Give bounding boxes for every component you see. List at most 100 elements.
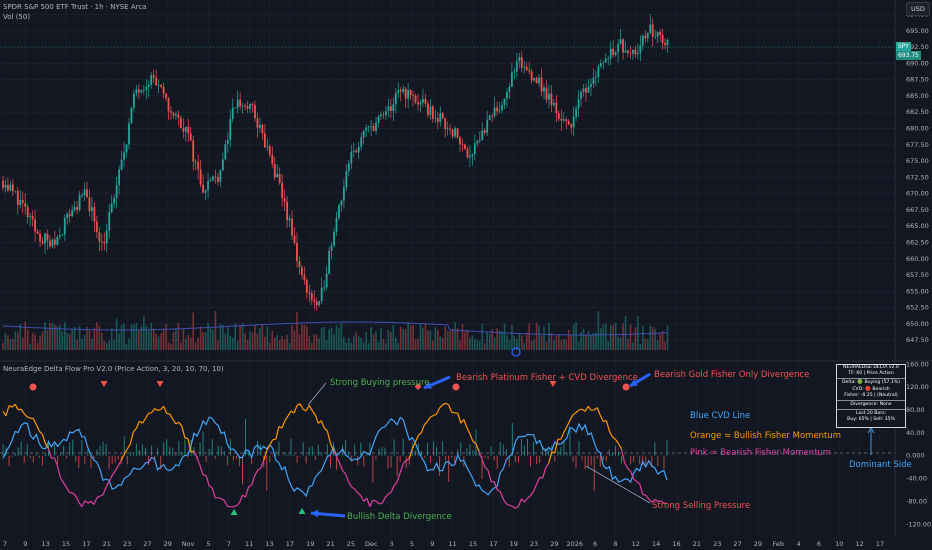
candle-body bbox=[310, 293, 313, 300]
volume-bar bbox=[385, 343, 387, 350]
candle-body bbox=[439, 113, 442, 122]
volume-bar bbox=[165, 323, 167, 350]
volume-bar bbox=[520, 335, 523, 350]
fisher-segment bbox=[345, 473, 350, 483]
fisher-segment bbox=[420, 424, 425, 433]
candle-body bbox=[478, 140, 481, 142]
volume-bar bbox=[160, 333, 162, 350]
fisher-segment bbox=[399, 463, 404, 473]
volume-bar bbox=[108, 340, 111, 350]
time-tick-label: 5 bbox=[410, 540, 414, 548]
fisher-segment bbox=[423, 421, 428, 426]
volume-bar bbox=[246, 339, 249, 350]
candle-body bbox=[108, 212, 111, 231]
fisher-segment bbox=[460, 419, 465, 424]
candle-body bbox=[335, 217, 338, 232]
volume-bar bbox=[646, 339, 649, 350]
candle-body bbox=[214, 176, 217, 178]
candle-body bbox=[212, 176, 214, 180]
volume-bar bbox=[110, 328, 113, 350]
fisher-segment bbox=[178, 421, 183, 427]
oscillator-tick-label: -120.00 bbox=[906, 520, 931, 528]
candle-body bbox=[207, 181, 209, 191]
volume-bar bbox=[419, 323, 422, 350]
fisher-segment bbox=[135, 420, 140, 429]
candle-body bbox=[147, 84, 150, 87]
volume-bar bbox=[306, 326, 308, 350]
fisher-segment bbox=[263, 450, 268, 461]
fisher-segment bbox=[469, 433, 474, 442]
symbol-title[interactable]: SPDR S&P 500 ETF Trust · 1h · NYSE Arca bbox=[3, 3, 147, 11]
candle-body bbox=[394, 92, 397, 105]
volume-bar bbox=[496, 328, 498, 350]
volume-bar bbox=[338, 327, 340, 350]
fisher-segment bbox=[302, 408, 307, 412]
volume-bar bbox=[293, 330, 296, 350]
candle-body bbox=[434, 118, 437, 119]
fisher-segment bbox=[387, 491, 392, 495]
fisher-segment bbox=[433, 413, 437, 416]
time-tick-label: 27 bbox=[733, 540, 741, 548]
time-tick-label: 21 bbox=[103, 540, 111, 548]
fisher-segment bbox=[466, 427, 471, 435]
volume-bar bbox=[209, 328, 212, 350]
volume-bar bbox=[61, 331, 64, 350]
candle-body bbox=[619, 39, 622, 44]
time-tick-label: 12 bbox=[632, 540, 640, 548]
price-tick-label: 650.00 bbox=[906, 320, 929, 328]
fisher-segment bbox=[527, 495, 531, 499]
volume-bar bbox=[476, 340, 479, 350]
candle-body bbox=[160, 85, 163, 87]
time-tick-label: Feb bbox=[772, 540, 784, 548]
fisher-segment bbox=[642, 493, 646, 496]
currency-button[interactable]: USD bbox=[906, 2, 930, 16]
candle-body bbox=[488, 115, 491, 120]
volume-bar bbox=[587, 330, 590, 350]
volume-bar bbox=[464, 331, 466, 350]
volume-bar bbox=[88, 330, 91, 350]
volume-bar bbox=[96, 322, 98, 350]
legend-bullish-fisher: Orange = Bullish Fisher Momentum bbox=[690, 431, 842, 441]
candle-body bbox=[340, 200, 343, 206]
time-tick-label: 6 bbox=[817, 540, 821, 548]
candle-body bbox=[135, 89, 138, 94]
time-tick-label: 7 bbox=[227, 540, 231, 548]
fisher-segment bbox=[260, 460, 265, 469]
candle-body bbox=[4, 184, 7, 188]
fisher-segment bbox=[354, 488, 359, 494]
candle-body bbox=[555, 102, 558, 114]
volume-bar bbox=[21, 337, 24, 350]
candle-body bbox=[627, 50, 629, 53]
candle-body bbox=[16, 190, 19, 206]
candle-body bbox=[323, 287, 326, 289]
bearish-triangle-icon bbox=[100, 381, 108, 387]
volume-bar bbox=[543, 326, 545, 350]
table-fisher: Fisher: -0.25 | (Neutral) bbox=[844, 392, 898, 398]
volume-legend[interactable]: Vol (50) bbox=[3, 13, 31, 21]
candle-body bbox=[528, 70, 531, 72]
candle-body bbox=[365, 127, 368, 131]
fisher-segment bbox=[587, 405, 592, 411]
fisher-segment bbox=[517, 498, 522, 507]
candle-body bbox=[404, 88, 407, 99]
volume-bar bbox=[241, 322, 244, 350]
fisher-segment bbox=[578, 408, 583, 411]
fisher-segment bbox=[348, 481, 353, 488]
candle-body bbox=[441, 113, 444, 119]
volume-bar bbox=[558, 335, 560, 350]
candle-body bbox=[585, 88, 587, 93]
volume-bar bbox=[93, 327, 96, 350]
fisher-segment bbox=[617, 443, 623, 450]
volume-bar bbox=[523, 342, 526, 350]
candle-body bbox=[498, 110, 501, 112]
fisher-segment bbox=[593, 407, 598, 411]
volume-bar bbox=[239, 324, 241, 350]
indicator-legend[interactable]: NeuraEdge Delta Flow Pro V2.0 (Price Act… bbox=[3, 365, 224, 373]
fisher-segment bbox=[27, 416, 31, 419]
fisher-segment bbox=[533, 484, 538, 492]
candle-body bbox=[192, 140, 195, 162]
volume-bar bbox=[518, 333, 521, 350]
candle-body bbox=[162, 86, 165, 94]
candle-body bbox=[283, 198, 286, 202]
